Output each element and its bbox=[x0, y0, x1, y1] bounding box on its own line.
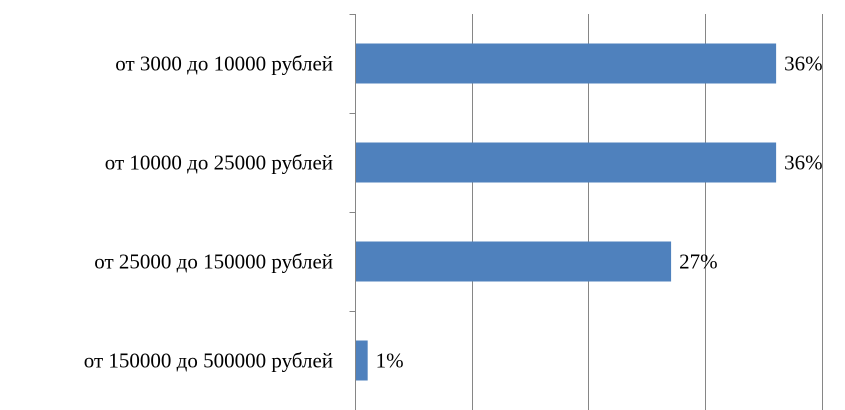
category-axis bbox=[349, 14, 356, 410]
category-label-4: от 150000 до 500000 рублей bbox=[84, 349, 333, 373]
bar-4 bbox=[356, 340, 368, 381]
data-label-4: 1% bbox=[376, 349, 404, 373]
data-label-3: 27% bbox=[679, 250, 718, 274]
bar-2 bbox=[356, 142, 777, 183]
bars bbox=[356, 43, 777, 381]
labels: от 3000 до 10000 рублей 36% от 10000 до 25… bbox=[84, 52, 823, 373]
category-label-3: от 25000 до 150000 рублей bbox=[94, 250, 333, 274]
bar-3 bbox=[356, 241, 672, 282]
data-label-1: 36% bbox=[784, 52, 823, 76]
data-label-2: 36% bbox=[784, 151, 823, 175]
bar-1 bbox=[356, 43, 777, 84]
category-label-2: от 10000 до 25000 рублей bbox=[105, 151, 333, 175]
category-label-1: от 3000 до 10000 рублей bbox=[115, 52, 333, 76]
